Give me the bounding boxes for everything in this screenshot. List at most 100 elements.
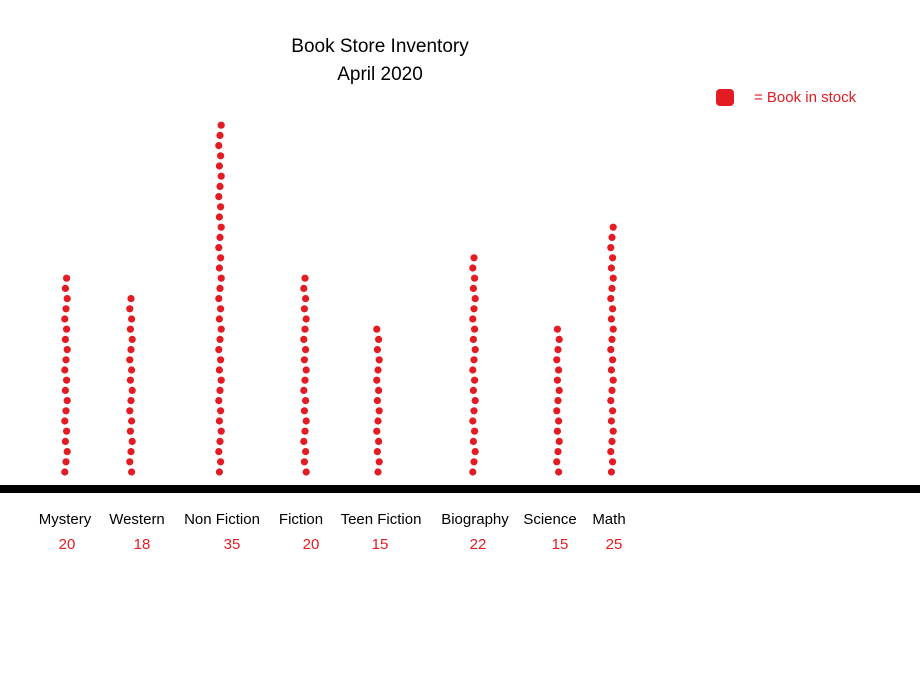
dot-science-5 — [553, 427, 562, 435]
legend-dot-icon — [716, 88, 734, 106]
category-label: Mystery — [39, 511, 92, 528]
category-label: Science — [523, 511, 576, 528]
dot-western-1 — [128, 468, 136, 476]
category-label: Fiction — [279, 511, 323, 528]
dot-teen-fiction-1 — [374, 468, 382, 476]
dot-biography-14 — [469, 335, 477, 343]
dot-mystery-2 — [62, 458, 70, 466]
dot-teen-fiction-2 — [375, 458, 383, 466]
count-label: 20 — [59, 536, 76, 553]
dot-biography-4 — [469, 437, 477, 445]
dot-science-14 — [555, 335, 563, 343]
dot-teen-fiction-15 — [373, 325, 381, 333]
dot-non-fiction-33 — [215, 142, 223, 150]
dot-biography-22 — [470, 254, 478, 262]
dot-mystery-17 — [62, 305, 70, 313]
dot-math-1 — [607, 468, 616, 476]
dot-mystery-16 — [61, 315, 69, 323]
dot-mystery-7 — [62, 407, 70, 415]
dot-non-fiction-32 — [217, 152, 225, 160]
dot-fiction-2 — [300, 458, 308, 466]
dot-western-18 — [127, 295, 135, 303]
dot-fiction-5 — [301, 427, 309, 435]
dot-non-fiction-15 — [217, 325, 225, 333]
dot-non-fiction-6 — [215, 417, 223, 425]
dot-teen-fiction-12 — [375, 356, 383, 364]
category-label: Western — [109, 511, 165, 528]
dot-fiction-6 — [302, 417, 310, 425]
dot-mystery-13 — [63, 346, 71, 354]
dot-biography-2 — [470, 458, 478, 466]
dot-western-3 — [127, 448, 135, 456]
dot-biography-8 — [471, 397, 479, 405]
dot-math-9 — [608, 386, 616, 394]
dot-non-fiction-17 — [217, 305, 225, 313]
dot-math-13 — [607, 346, 615, 354]
dot-teen-fiction-4 — [375, 437, 383, 445]
dot-math-11 — [607, 366, 616, 374]
dot-western-10 — [126, 376, 134, 384]
dot-mystery-14 — [61, 335, 69, 343]
dot-western-16 — [128, 315, 136, 323]
dot-biography-21 — [469, 264, 477, 272]
dot-teen-fiction-10 — [373, 376, 381, 384]
dot-western-12 — [126, 356, 134, 364]
dot-teen-fiction-13 — [373, 346, 381, 354]
dot-fiction-7 — [300, 407, 308, 415]
dot-non-fiction-5 — [217, 427, 225, 435]
dot-non-fiction-9 — [216, 386, 224, 394]
dot-science-1 — [555, 468, 563, 476]
dot-non-fiction-8 — [215, 397, 223, 405]
dot-non-fiction-14 — [216, 335, 224, 343]
dot-non-fiction-30 — [217, 172, 225, 180]
dot-non-fiction-27 — [217, 203, 225, 211]
dot-western-17 — [126, 305, 134, 313]
dot-fiction-14 — [300, 335, 308, 343]
dot-math-3 — [607, 448, 615, 456]
dot-science-6 — [555, 417, 563, 425]
dot-math-25 — [609, 223, 617, 231]
dot-math-18 — [607, 295, 615, 303]
dot-fiction-20 — [301, 274, 309, 282]
dot-science-12 — [553, 356, 561, 364]
dot-non-fiction-3 — [215, 448, 223, 456]
dot-fiction-1 — [302, 468, 310, 476]
chart-subtitle: April 2020 — [337, 64, 423, 85]
dot-science-13 — [554, 346, 562, 354]
dot-fiction-10 — [301, 376, 309, 384]
dot-math-19 — [608, 284, 616, 292]
dot-biography-18 — [471, 295, 479, 303]
dot-non-fiction-29 — [216, 182, 224, 190]
dot-non-fiction-10 — [217, 376, 225, 384]
dot-math-17 — [609, 305, 617, 313]
dot-non-fiction-16 — [215, 315, 223, 323]
dot-biography-10 — [471, 376, 479, 384]
dot-biography-6 — [469, 417, 477, 425]
dot-western-2 — [126, 458, 134, 466]
dot-teen-fiction-9 — [375, 386, 383, 394]
dot-fiction-18 — [302, 295, 310, 303]
category-label: Math — [592, 511, 625, 528]
dot-math-20 — [609, 274, 617, 282]
dot-non-fiction-34 — [216, 131, 224, 139]
count-label: 35 — [224, 536, 241, 553]
dot-non-fiction-11 — [215, 366, 223, 374]
dot-math-10 — [609, 376, 617, 384]
dot-biography-5 — [471, 427, 479, 435]
dot-science-15 — [553, 325, 562, 333]
dot-teen-fiction-5 — [373, 427, 381, 435]
dot-mystery-6 — [61, 417, 69, 425]
dot-mystery-18 — [63, 295, 71, 303]
dot-science-11 — [555, 366, 563, 374]
dot-math-15 — [609, 325, 617, 333]
dot-science-7 — [553, 407, 561, 415]
dot-mystery-19 — [61, 284, 69, 292]
dot-teen-fiction-6 — [374, 417, 382, 425]
dot-western-8 — [127, 397, 135, 405]
dot-fiction-15 — [301, 325, 309, 333]
legend-label: = Book in stock — [754, 88, 857, 106]
dot-fiction-13 — [302, 346, 310, 354]
dot-non-fiction-2 — [217, 458, 225, 466]
dot-mystery-1 — [61, 468, 69, 476]
